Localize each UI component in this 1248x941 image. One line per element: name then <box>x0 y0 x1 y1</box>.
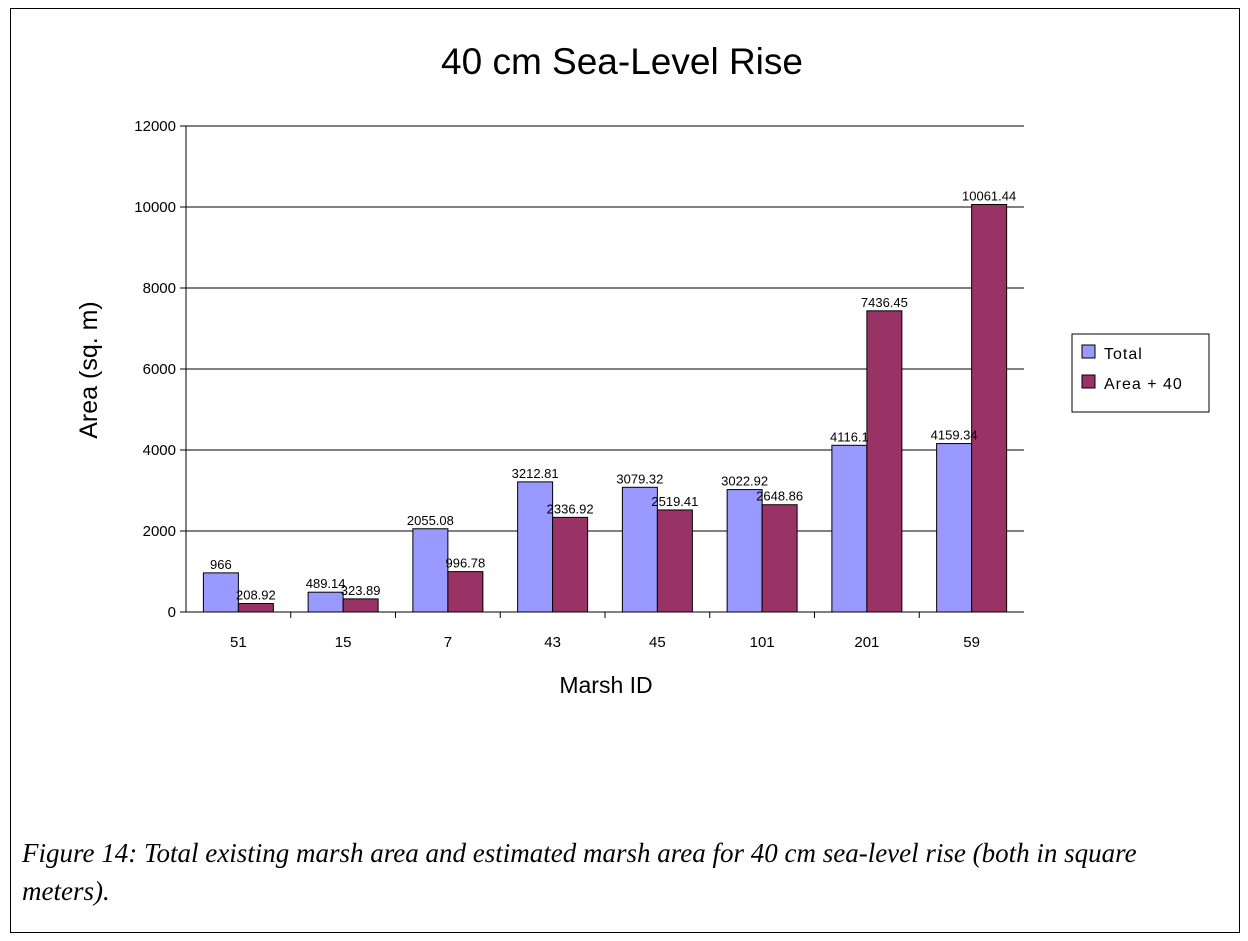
data-label: 323.89 <box>341 583 381 598</box>
data-label: 489.14 <box>306 576 346 591</box>
y-tick-label: 6000 <box>143 361 176 378</box>
data-label: 996.78 <box>445 556 485 571</box>
data-label: 208.92 <box>236 588 276 603</box>
data-label: 966 <box>210 557 232 572</box>
data-label: 3022.92 <box>721 474 768 489</box>
y-tick-label: 12000 <box>134 118 176 135</box>
x-axis-label: Marsh ID <box>559 672 652 698</box>
x-tick-label: 7 <box>444 634 452 651</box>
legend-label-area-40: Area + 40 <box>1104 376 1183 393</box>
y-axis-ticks: 0 2000 4000 6000 8000 10000 12000 <box>134 118 186 621</box>
bar-area-40-7 <box>447 571 484 613</box>
data-label: 3079.32 <box>616 471 663 486</box>
bar-total-51 <box>202 572 239 613</box>
data-label: 2336.92 <box>547 501 594 516</box>
figure-caption: Figure 14: Total existing marsh area and… <box>22 838 1137 906</box>
bar-total-43 <box>517 481 554 613</box>
y-tick-label: 10000 <box>134 199 176 216</box>
y-tick-label: 4000 <box>143 442 176 459</box>
legend-swatch-total <box>1081 344 1096 359</box>
chart-title: 40 cm Sea-Level Rise <box>441 41 803 82</box>
legend: Total Area + 40 <box>1071 333 1210 413</box>
data-label: 2055.08 <box>407 513 454 528</box>
data-label: 10061.44 <box>962 189 1016 204</box>
y-tick-label: 0 <box>168 604 176 621</box>
bar-area-40-101 <box>761 504 798 613</box>
data-label: 3212.81 <box>512 466 559 481</box>
bar-total-101 <box>726 489 763 613</box>
bar-area-40-59 <box>971 204 1008 613</box>
x-tick-label: 45 <box>649 634 666 651</box>
data-label: 2519.41 <box>651 494 698 509</box>
x-tick-label: 51 <box>230 634 247 651</box>
x-tick-label: 59 <box>963 634 980 651</box>
bar-area-40-43 <box>552 516 589 613</box>
x-tick-label: 101 <box>750 634 775 651</box>
bar-total-59 <box>936 443 973 613</box>
bars <box>202 204 1008 613</box>
data-label: 4116.1 <box>830 429 869 444</box>
bar-area-40-51 <box>237 603 274 613</box>
legend-label-total: Total <box>1104 346 1143 363</box>
data-label: 2648.86 <box>756 489 803 504</box>
bar-area-40-201 <box>866 310 903 613</box>
legend-swatch-area-40 <box>1081 374 1096 389</box>
bar-area-40-15 <box>342 598 379 613</box>
bar-total-7 <box>412 528 449 613</box>
bar-total-15 <box>307 591 344 613</box>
bar-area-40-45 <box>656 509 693 613</box>
y-axis-label: Area (sq. m) <box>75 301 103 439</box>
x-tick-label: 43 <box>544 634 561 651</box>
x-axis-ticks: 51 15 7 43 45 101 201 59 <box>230 612 980 651</box>
data-label: 4159.34 <box>931 428 978 443</box>
bar-total-201 <box>831 444 868 613</box>
x-tick-label: 15 <box>335 634 352 651</box>
data-label: 7436.45 <box>861 295 908 310</box>
figure-frame <box>10 8 1240 933</box>
y-tick-label: 8000 <box>143 280 176 297</box>
x-tick-label: 201 <box>854 634 879 651</box>
y-tick-label: 2000 <box>143 523 176 540</box>
